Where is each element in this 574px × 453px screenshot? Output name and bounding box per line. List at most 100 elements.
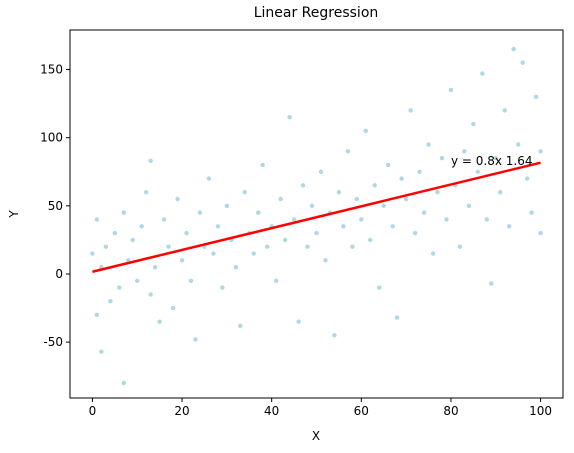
point [135, 278, 140, 283]
plot-frame [69, 29, 564, 399]
point [94, 312, 100, 318]
point [152, 264, 158, 270]
point [426, 142, 431, 147]
point [538, 230, 543, 236]
point [265, 244, 270, 249]
point [166, 244, 171, 249]
point [300, 183, 306, 188]
point [368, 237, 373, 243]
point [502, 108, 507, 113]
point [524, 176, 530, 181]
point [323, 258, 328, 263]
point [435, 189, 440, 195]
point [462, 149, 467, 154]
point [381, 203, 386, 209]
point [287, 115, 292, 120]
point [354, 196, 360, 202]
point [515, 142, 521, 147]
point [108, 299, 113, 304]
point [314, 230, 319, 236]
point [278, 196, 283, 202]
point [386, 162, 391, 168]
point [417, 169, 422, 174]
y-tick-label: -50 [43, 335, 63, 349]
point [533, 94, 539, 99]
point [421, 210, 427, 215]
point [206, 176, 212, 181]
point [238, 323, 243, 328]
x-tick-label: 20 [174, 404, 189, 418]
regression-line [92, 161, 541, 273]
x-tick-label: 100 [529, 404, 552, 418]
y-tick-label: 150 [40, 63, 63, 77]
point [220, 285, 225, 290]
point [363, 128, 368, 134]
point [377, 285, 382, 290]
point [161, 217, 167, 222]
point [480, 71, 485, 76]
point [471, 121, 476, 127]
point [256, 210, 261, 215]
point [242, 189, 247, 195]
x-tick-label: 80 [443, 404, 458, 418]
point [224, 203, 230, 209]
point [103, 244, 109, 249]
point [215, 224, 221, 229]
point [90, 251, 95, 256]
point [148, 158, 153, 164]
point [444, 217, 449, 222]
x-tick-label: 0 [89, 404, 97, 418]
point [493, 155, 498, 161]
point [179, 258, 185, 263]
point [511, 46, 516, 52]
point [520, 60, 525, 65]
point [121, 210, 126, 215]
point [394, 315, 400, 320]
point [291, 217, 297, 222]
point [359, 217, 364, 222]
point [336, 189, 342, 195]
x-tick-label: 60 [354, 404, 369, 418]
point [498, 189, 503, 195]
point [130, 237, 135, 243]
point [457, 244, 463, 249]
point [507, 224, 512, 229]
point [412, 230, 418, 236]
point [233, 264, 239, 270]
point [157, 319, 162, 324]
point [143, 189, 149, 195]
point [318, 169, 324, 174]
point [188, 278, 194, 283]
point [126, 258, 131, 263]
point [112, 230, 118, 236]
point [309, 203, 315, 209]
point [341, 224, 346, 229]
point [475, 169, 481, 174]
x-tick-label: 40 [264, 404, 279, 418]
point [489, 281, 494, 286]
point [332, 333, 337, 338]
point [94, 217, 100, 222]
point [448, 87, 454, 93]
point [193, 337, 198, 342]
point [403, 196, 409, 202]
y-tick-label: 50 [48, 199, 63, 213]
point [121, 380, 126, 386]
point [399, 176, 404, 181]
chart-title: Linear Regression [254, 5, 379, 21]
point [296, 319, 301, 324]
point [439, 155, 445, 161]
point [170, 305, 176, 311]
point [430, 251, 436, 256]
point [99, 349, 104, 354]
y-axis-label: Y [7, 210, 21, 219]
point [184, 230, 189, 236]
y-tick-label: 100 [40, 131, 63, 145]
point [350, 244, 355, 249]
point [372, 183, 377, 188]
point [282, 237, 288, 243]
point [175, 196, 180, 202]
point [139, 224, 144, 229]
point [408, 108, 413, 113]
